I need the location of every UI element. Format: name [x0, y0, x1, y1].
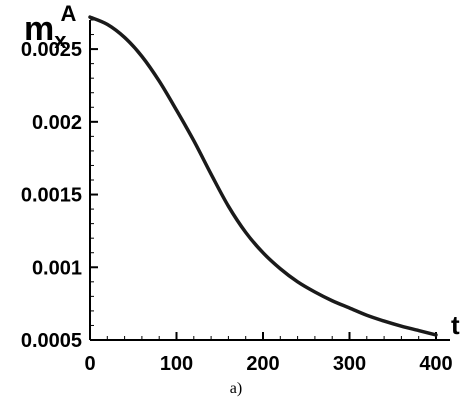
- major-ticks: [89, 48, 437, 341]
- y-tick-label: 0.0025: [21, 39, 82, 61]
- y-axis-label: mxA: [24, 1, 76, 53]
- series-group: [88, 15, 438, 337]
- x-tick-label: 200: [246, 353, 279, 375]
- y-tick-label: 0.002: [32, 112, 82, 134]
- x-tick-label: 0: [84, 353, 95, 375]
- y-tick-label: 0.0005: [21, 330, 82, 352]
- y-axis-label-base: m: [24, 10, 54, 48]
- chart: 0.0005 0.001 0.0015 0.002 0.0025 0 100 200 300 40…: [21, 1, 460, 375]
- x-axis-label: t: [451, 310, 460, 340]
- y-tick-label: 0.001: [32, 257, 82, 279]
- x-tick-label: 300: [333, 353, 366, 375]
- series-line: [88, 15, 438, 337]
- figure-caption: a): [229, 380, 243, 397]
- minor-ticks: [89, 19, 437, 341]
- x-tick-label: 400: [419, 353, 452, 375]
- x-tick-label: 100: [160, 353, 193, 375]
- tick-labels: 0.0005 0.001 0.0015 0.002 0.0025 0 100 200 300 40…: [21, 39, 453, 375]
- y-axis-label-sub: x: [54, 28, 67, 53]
- y-axis-label-sup: A: [60, 1, 76, 26]
- y-tick-label: 0.0015: [21, 185, 82, 207]
